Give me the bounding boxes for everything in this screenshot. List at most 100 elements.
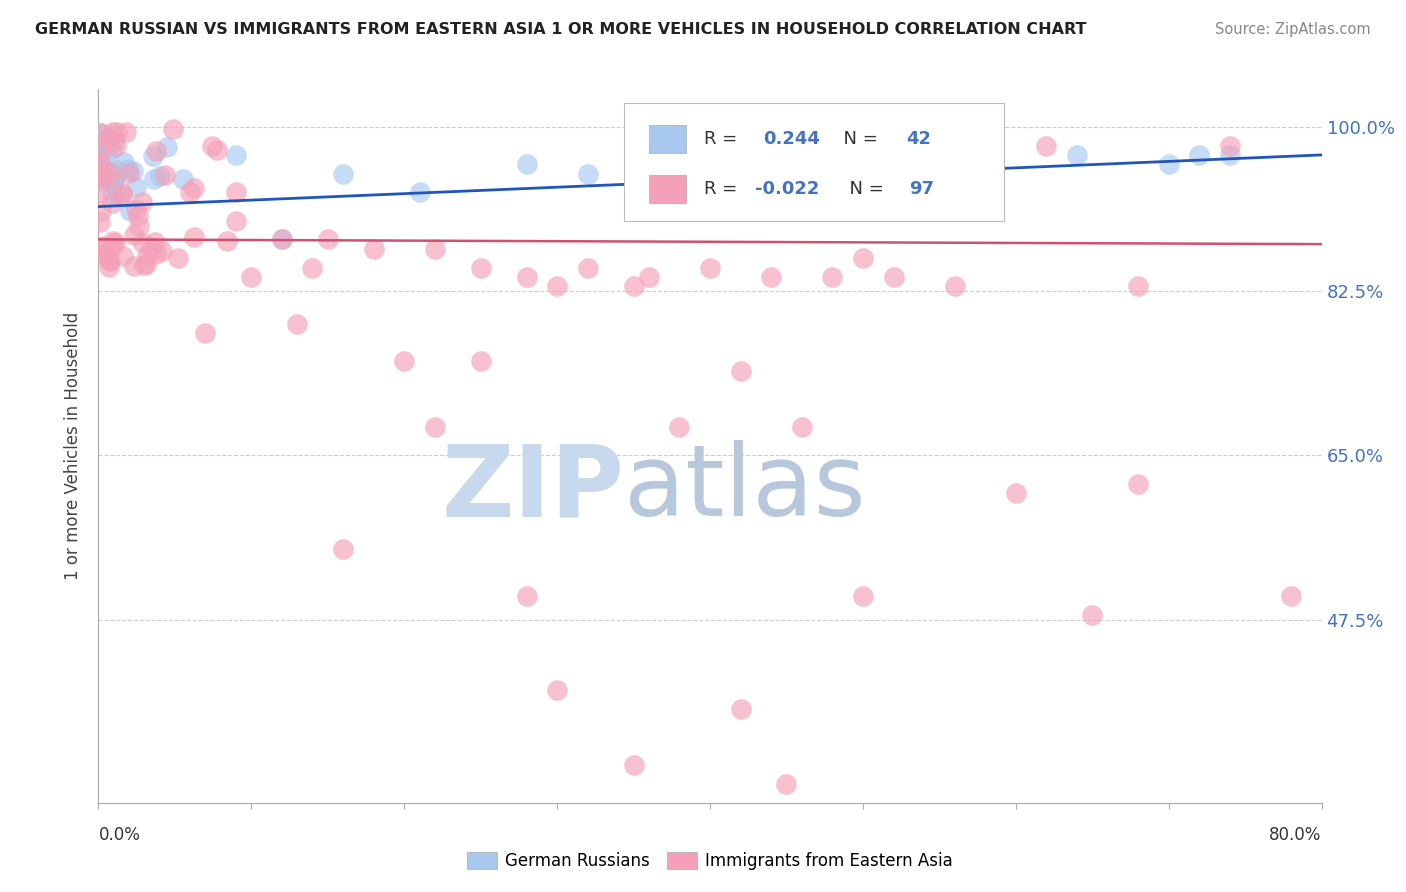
Point: [94, 137, 117, 152]
Point: [122, 164, 145, 178]
Point: [127, 209, 149, 223]
Point: [183, 180, 205, 194]
Point: [131, 194, 153, 209]
Point: [201, 139, 224, 153]
Point: [332, 167, 354, 181]
Point: [125, 202, 148, 216]
Point: [974, 148, 997, 162]
Point: [90, 126, 112, 140]
Point: [89, 146, 111, 161]
Text: 0.0%: 0.0%: [98, 826, 141, 844]
Point: [103, 177, 125, 191]
Point: [576, 167, 599, 181]
Point: [117, 161, 139, 176]
Point: [98, 172, 121, 186]
Text: N =: N =: [838, 180, 890, 198]
Point: [136, 248, 159, 262]
Point: [93, 164, 115, 178]
Point: [730, 702, 752, 716]
Point: [546, 683, 568, 698]
Point: [225, 213, 247, 227]
Point: [132, 258, 155, 272]
Point: [470, 354, 492, 368]
Point: [790, 420, 813, 434]
Point: [1035, 138, 1057, 153]
Point: [270, 232, 292, 246]
Text: Source: ZipAtlas.com: Source: ZipAtlas.com: [1215, 22, 1371, 37]
Point: [516, 157, 538, 171]
Point: [128, 219, 150, 233]
Point: [423, 242, 446, 256]
Point: [89, 132, 111, 146]
Point: [576, 260, 599, 275]
Point: [110, 186, 132, 201]
Point: [103, 172, 125, 186]
Point: [1128, 279, 1150, 293]
Point: [135, 257, 157, 271]
Point: [883, 270, 905, 285]
Point: [103, 125, 125, 139]
Point: [1279, 589, 1302, 603]
Point: [105, 163, 128, 178]
Point: [270, 232, 292, 246]
Point: [470, 260, 492, 275]
Point: [775, 777, 797, 791]
Point: [90, 163, 112, 178]
Point: [122, 228, 145, 243]
Point: [392, 354, 416, 368]
Point: [100, 241, 122, 255]
Point: [145, 144, 167, 158]
FancyBboxPatch shape: [624, 103, 1004, 221]
Point: [101, 196, 124, 211]
Point: [90, 143, 112, 157]
Text: 42: 42: [905, 130, 931, 148]
Point: [112, 248, 135, 262]
Point: [89, 126, 111, 140]
Point: [93, 168, 115, 182]
Point: [98, 260, 121, 274]
Text: -0.022: -0.022: [755, 180, 820, 198]
Point: [516, 589, 538, 603]
Point: [166, 251, 188, 265]
Text: 97: 97: [910, 180, 935, 198]
Point: [759, 270, 782, 285]
Point: [1081, 607, 1104, 622]
Point: [207, 143, 229, 157]
Point: [105, 125, 128, 139]
Text: atlas: atlas: [624, 441, 866, 537]
Point: [179, 186, 201, 200]
Point: [883, 148, 905, 162]
Point: [1128, 476, 1150, 491]
Point: [108, 188, 131, 202]
Point: [852, 251, 875, 265]
Point: [730, 364, 752, 378]
Point: [316, 232, 339, 246]
Legend: German Russians, Immigrants from Eastern Asia: German Russians, Immigrants from Eastern…: [460, 845, 960, 877]
Point: [98, 165, 121, 179]
Point: [152, 244, 174, 258]
Point: [623, 279, 645, 293]
Point: [101, 235, 124, 249]
Point: [104, 235, 127, 250]
Text: R =: R =: [704, 180, 742, 198]
Point: [132, 236, 155, 251]
Point: [821, 270, 844, 285]
Point: [114, 154, 136, 169]
Point: [143, 235, 166, 249]
Point: [97, 250, 120, 264]
Text: ZIP: ZIP: [441, 441, 624, 537]
Point: [120, 204, 142, 219]
Point: [91, 239, 114, 253]
Point: [363, 242, 385, 256]
Point: [423, 420, 446, 434]
Point: [285, 317, 308, 331]
Point: [1188, 148, 1211, 162]
Point: [149, 169, 172, 183]
Point: [101, 142, 124, 156]
Point: [98, 165, 121, 179]
Point: [225, 148, 247, 162]
Text: N =: N =: [832, 130, 884, 148]
Point: [89, 241, 111, 255]
Text: R =: R =: [704, 130, 742, 148]
Point: [111, 187, 134, 202]
